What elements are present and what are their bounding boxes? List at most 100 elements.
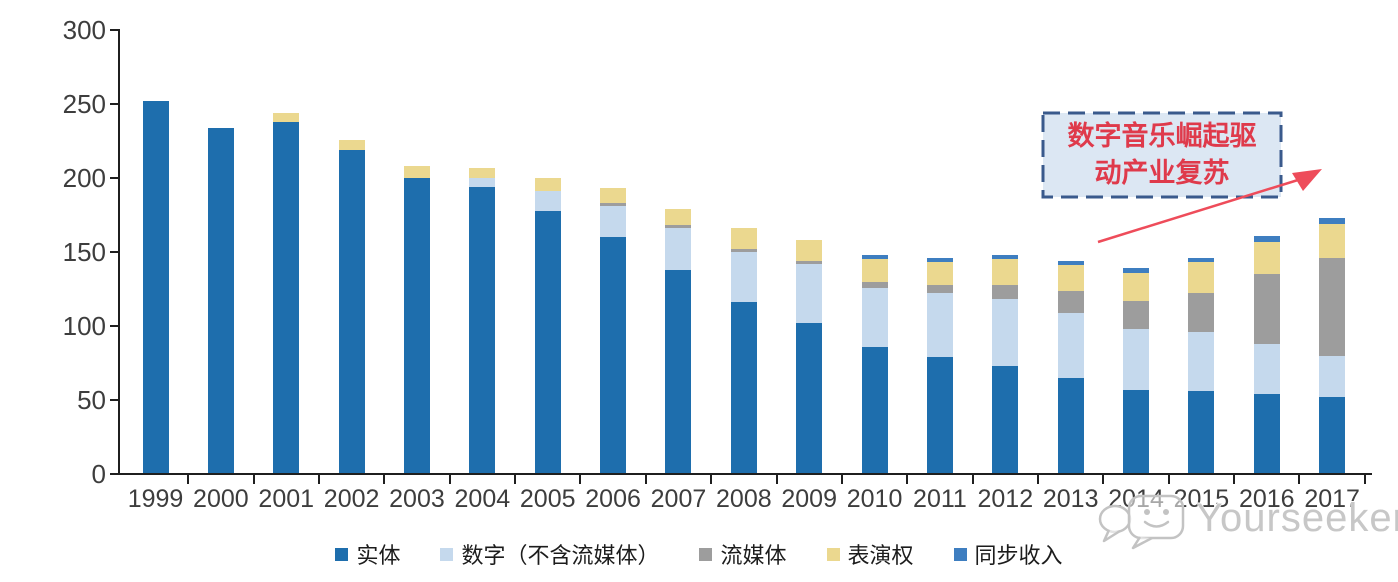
y-axis-tick-label: 50 xyxy=(77,385,106,415)
bar-segment-2012 xyxy=(992,259,1019,285)
x-axis-tick xyxy=(1298,474,1301,484)
bar-column-2006 xyxy=(600,188,627,474)
y-axis-tick-label: 0 xyxy=(91,459,106,489)
bar-segment-2010 xyxy=(861,259,888,282)
bar-segment-2005 xyxy=(534,178,561,192)
x-axis-tick-label: 2016 xyxy=(1238,485,1295,513)
y-axis-line xyxy=(118,29,120,475)
bar-column-2005 xyxy=(534,178,561,474)
x-axis-tick-label: 1999 xyxy=(127,485,184,513)
legend-label: 数字（不含流媒体） xyxy=(461,543,660,568)
x-axis-tick-label: 2008 xyxy=(716,485,772,513)
y-axis-tick xyxy=(110,473,119,475)
y-axis-tick xyxy=(110,177,119,179)
bar-column-2013 xyxy=(1057,260,1084,474)
x-axis-tick-label: 2013 xyxy=(1042,485,1099,513)
bar-segment-2015 xyxy=(1188,391,1215,474)
bar-segment-2011 xyxy=(926,257,953,263)
bar-segment-2001 xyxy=(273,121,300,474)
x-axis-tick xyxy=(1363,474,1366,484)
bar-segment-2014 xyxy=(1123,272,1150,301)
bar-segment-2017 xyxy=(1319,218,1346,224)
legend-label: 实体 xyxy=(356,543,401,568)
annotation-arrow-head xyxy=(1292,169,1322,191)
bar-segment-2016 xyxy=(1253,274,1280,344)
bar-column-2014 xyxy=(1123,268,1150,474)
y-axis-tick xyxy=(110,29,119,31)
x-axis-tick xyxy=(1036,474,1039,484)
bar-segment-2010 xyxy=(861,287,888,347)
bar-segment-2006 xyxy=(600,188,627,204)
legend-label: 同步收入 xyxy=(974,543,1063,568)
bar-segment-2017 xyxy=(1319,397,1346,474)
x-axis-tick xyxy=(775,474,778,484)
bar-segment-2006 xyxy=(600,237,627,474)
bar-column-2016 xyxy=(1253,235,1280,474)
bar-segment-2013 xyxy=(1057,260,1084,266)
bar-segment-1999 xyxy=(142,101,169,474)
bar-segment-2013 xyxy=(1057,265,1084,291)
bar-segment-2004 xyxy=(469,167,496,179)
bar-segment-2011 xyxy=(926,293,953,358)
x-axis-tick-label: 2012 xyxy=(977,485,1034,513)
bar-segment-2004 xyxy=(469,186,496,474)
y-axis-tick xyxy=(110,325,119,327)
bar-segment-2013 xyxy=(1057,377,1084,474)
x-axis-tick xyxy=(579,474,582,484)
legend-swatch xyxy=(826,547,840,561)
yourseeker-logo-icon xyxy=(1098,494,1185,550)
bar-column-2001 xyxy=(273,112,300,474)
x-axis-tick-label: 2006 xyxy=(585,485,641,513)
bar-segment-2006 xyxy=(600,203,627,207)
legend-swatch xyxy=(440,547,454,561)
y-axis-tick-label: 150 xyxy=(62,237,106,267)
bar-segment-2005 xyxy=(534,191,561,211)
bar-segment-2008 xyxy=(730,302,757,474)
x-axis-tick xyxy=(383,474,386,484)
legend-swatch xyxy=(699,547,713,561)
bar-segment-2003 xyxy=(403,178,430,474)
bar-segment-2003 xyxy=(403,166,430,178)
bar-segment-2016 xyxy=(1253,241,1280,275)
bar-segment-2006 xyxy=(600,206,627,238)
bar-segment-2011 xyxy=(926,357,953,474)
bar-segment-2008 xyxy=(730,249,757,253)
y-axis-tick-label: 250 xyxy=(62,89,106,119)
annotation-line-1: 数字音乐崛起驱 xyxy=(1067,121,1257,151)
x-axis-tick xyxy=(1233,474,1236,484)
watermark: Yourseeker xyxy=(1096,492,1398,550)
x-axis-tick xyxy=(187,474,190,484)
y-axis-tick-label: 200 xyxy=(62,163,106,193)
bar-segment-2009 xyxy=(796,263,823,324)
bar-segment-2008 xyxy=(730,228,757,250)
x-axis-tick-label: 2003 xyxy=(389,485,445,513)
bar-column-2017 xyxy=(1319,218,1346,474)
legend-item: 表演权 xyxy=(826,538,914,570)
legend-swatch xyxy=(953,547,967,561)
x-axis-tick-label: 2005 xyxy=(519,485,576,513)
bar-column-2008 xyxy=(730,228,757,474)
bar-segment-2017 xyxy=(1319,223,1346,258)
bar-segment-2009 xyxy=(796,323,823,474)
bar-column-1999 xyxy=(142,101,169,474)
annotation-line-2: 动产业复苏 xyxy=(1094,158,1230,188)
bar-segment-2001 xyxy=(273,112,300,122)
x-axis-tick-label: 2001 xyxy=(258,485,315,513)
x-axis-tick xyxy=(1167,474,1170,484)
x-axis-tick-label: 2002 xyxy=(323,485,380,513)
bar-segment-2010 xyxy=(861,346,888,474)
x-axis-tick xyxy=(514,474,517,484)
x-axis-tick xyxy=(317,474,320,484)
x-axis-tick-label: 2009 xyxy=(781,485,837,513)
chart-legend: 实体 数字（不含流媒体） 流媒体 表演权 同步收入 xyxy=(0,538,1398,570)
bar-segment-2016 xyxy=(1253,394,1280,474)
bar-segment-2007 xyxy=(665,269,692,474)
bar-segment-2005 xyxy=(534,210,561,474)
bar-segment-2015 xyxy=(1188,257,1215,263)
bar-segment-2012 xyxy=(992,365,1019,474)
x-axis-tick xyxy=(710,474,713,484)
bar-column-2011 xyxy=(926,257,953,474)
watermark-text: Yourseeker xyxy=(1196,496,1398,540)
bar-segment-2013 xyxy=(1057,290,1084,313)
bar-segment-2007 xyxy=(665,209,692,226)
